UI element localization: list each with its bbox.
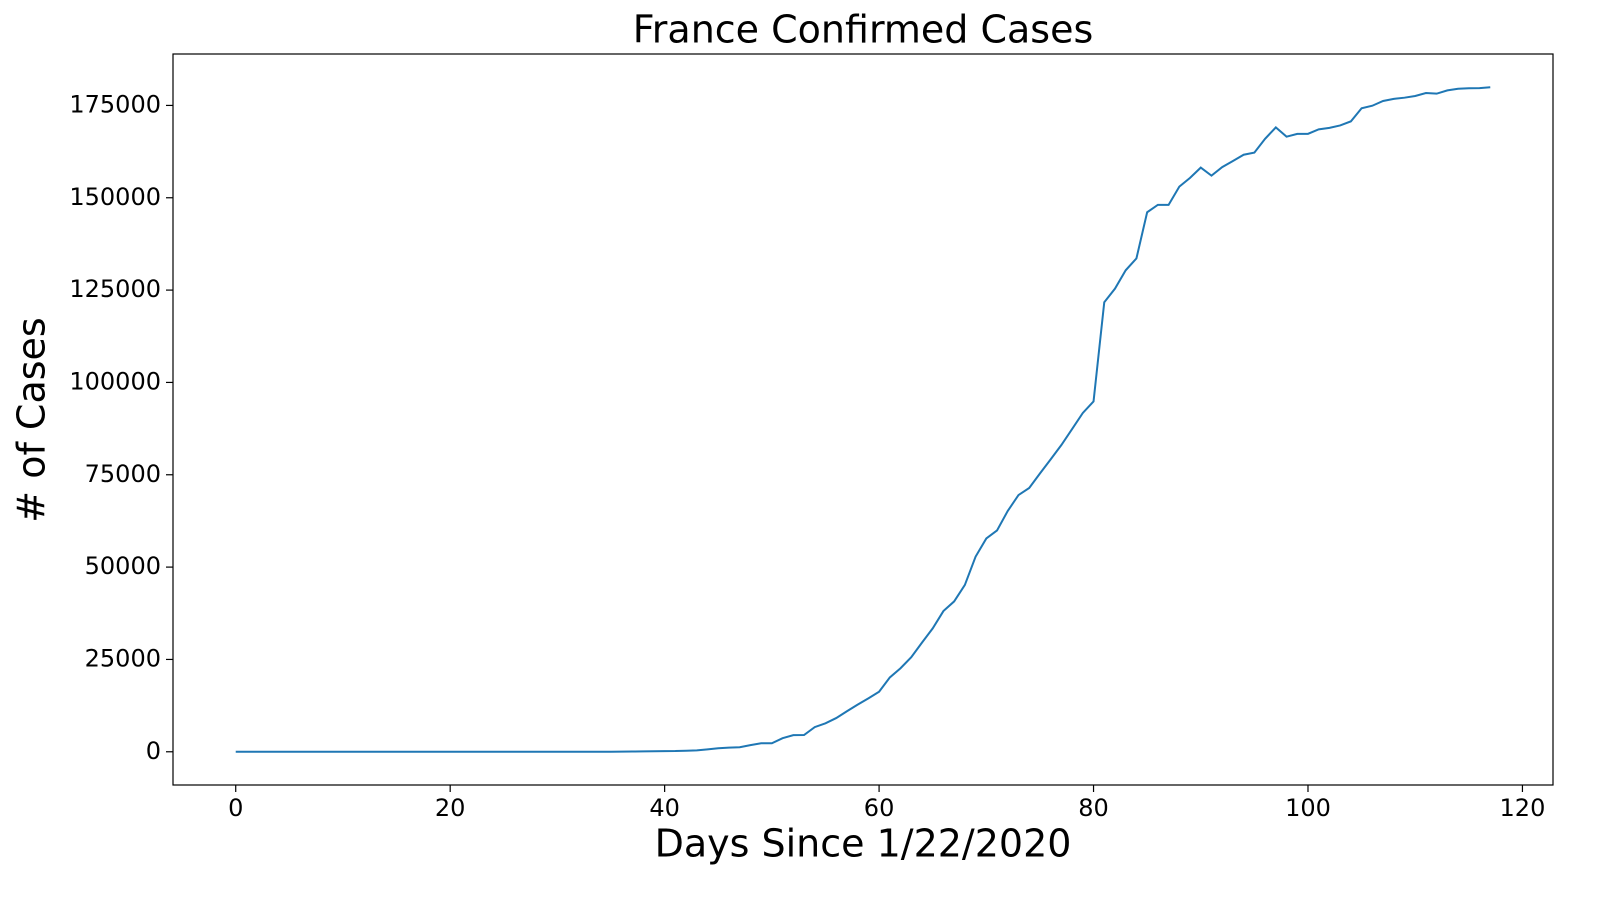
y-tick-label: 100000 (69, 367, 161, 395)
y-axis-label: # of Cases (10, 317, 54, 522)
y-tick-label: 150000 (69, 183, 161, 211)
plot-frame (172, 53, 1554, 786)
y-tick-label: 125000 (69, 275, 161, 303)
x-tick-label: 100 (1285, 794, 1331, 822)
x-tick-label: 0 (228, 794, 243, 822)
y-tick-label: 75000 (85, 460, 161, 488)
x-tick-label: 60 (864, 794, 895, 822)
x-tick-label: 40 (649, 794, 680, 822)
x-tick-label: 20 (435, 794, 466, 822)
chart-title: France Confirmed Cases (633, 8, 1094, 52)
x-tick-label: 120 (1500, 794, 1546, 822)
y-tick-label: 25000 (85, 644, 161, 672)
y-tick-label: 0 (146, 737, 161, 765)
y-tick-label: 175000 (69, 90, 161, 118)
data-line (235, 86, 1491, 753)
y-tick-label: 50000 (85, 552, 161, 580)
x-axis-label: Days Since 1/22/2020 (655, 822, 1072, 866)
x-tick-label: 80 (1078, 794, 1109, 822)
